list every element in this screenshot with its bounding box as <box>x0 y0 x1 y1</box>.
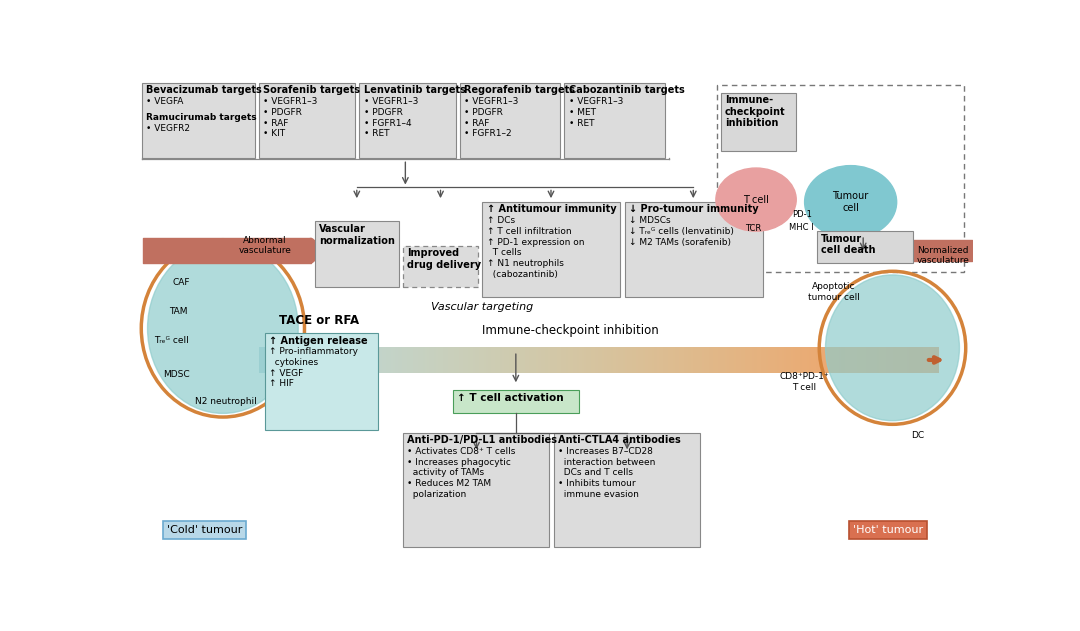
Text: • Reduces M2 TAM: • Reduces M2 TAM <box>407 479 491 488</box>
Text: ↑ T cell activation: ↑ T cell activation <box>457 392 564 403</box>
Text: • PDGFR: • PDGFR <box>464 108 503 117</box>
Text: • PDGFR: • PDGFR <box>364 108 403 117</box>
Text: • FGFR1–2: • FGFR1–2 <box>464 129 512 138</box>
Text: TAM: TAM <box>170 307 188 316</box>
FancyBboxPatch shape <box>717 85 963 273</box>
Text: • Increases phagocytic: • Increases phagocytic <box>407 457 511 467</box>
Text: • Activates CD8⁺ T cells: • Activates CD8⁺ T cells <box>407 447 515 456</box>
Text: • RAF: • RAF <box>264 119 288 127</box>
FancyBboxPatch shape <box>554 433 700 547</box>
Text: • KIT: • KIT <box>264 129 285 138</box>
Text: MHC I: MHC I <box>788 223 813 232</box>
FancyBboxPatch shape <box>460 83 561 158</box>
FancyBboxPatch shape <box>454 390 579 413</box>
Text: ↓ M2 TAMs (sorafenib): ↓ M2 TAMs (sorafenib) <box>629 238 731 247</box>
Text: Ramucirumab targets: Ramucirumab targets <box>146 113 257 122</box>
Text: Vascular
normalization: Vascular normalization <box>320 224 395 245</box>
Text: CAF: CAF <box>173 278 190 286</box>
FancyBboxPatch shape <box>721 93 796 151</box>
Text: TACE or RFA: TACE or RFA <box>279 314 360 327</box>
Text: ↓ Tᵣₑᴳ cells (lenvatinib): ↓ Tᵣₑᴳ cells (lenvatinib) <box>629 227 733 236</box>
Text: ↑ T cell infiltration: ↑ T cell infiltration <box>486 227 571 236</box>
Text: TCR: TCR <box>744 224 760 233</box>
Text: Regorafenib targets: Regorafenib targets <box>464 85 575 95</box>
Text: ↑ VEGF: ↑ VEGF <box>269 369 303 378</box>
Text: • RET: • RET <box>364 129 389 138</box>
Text: ↑ N1 neutrophils: ↑ N1 neutrophils <box>486 259 564 268</box>
FancyBboxPatch shape <box>360 83 456 158</box>
Text: MDSC: MDSC <box>163 370 190 379</box>
Text: Improved
drug delivery: Improved drug delivery <box>407 248 482 270</box>
Text: • VEGFR2: • VEGFR2 <box>146 124 190 133</box>
Text: ↑ DCs: ↑ DCs <box>486 216 515 225</box>
FancyBboxPatch shape <box>565 83 665 158</box>
Text: • Increases B7–CD28: • Increases B7–CD28 <box>557 447 652 456</box>
Text: • VEGFR1–3: • VEGFR1–3 <box>464 97 518 106</box>
Text: Tᵣₑᴳ cell: Tᵣₑᴳ cell <box>153 336 188 345</box>
Text: 'Cold' tumour: 'Cold' tumour <box>166 525 242 535</box>
Text: • VEGFR1–3: • VEGFR1–3 <box>568 97 623 106</box>
FancyBboxPatch shape <box>818 231 914 262</box>
Text: (cabozantinib): (cabozantinib) <box>486 269 557 279</box>
Text: • VEGFR1–3: • VEGFR1–3 <box>364 97 418 106</box>
FancyBboxPatch shape <box>483 202 620 297</box>
Text: interaction between: interaction between <box>557 457 656 467</box>
Text: activity of TAMs: activity of TAMs <box>407 468 484 478</box>
Text: ↑ PD-1 expression on: ↑ PD-1 expression on <box>486 238 584 247</box>
Text: ↑ Antitumour immunity: ↑ Antitumour immunity <box>486 204 617 215</box>
FancyBboxPatch shape <box>403 433 550 547</box>
Text: T cell: T cell <box>743 194 769 204</box>
Text: Vascular targeting: Vascular targeting <box>431 302 534 312</box>
Ellipse shape <box>716 168 796 231</box>
Text: Sorafenib targets: Sorafenib targets <box>264 85 360 95</box>
Text: ↑ Antigen release: ↑ Antigen release <box>269 336 367 346</box>
Text: • RAF: • RAF <box>464 119 489 127</box>
Text: • Inhibits tumour: • Inhibits tumour <box>557 479 635 488</box>
Text: ↓ MDSCs: ↓ MDSCs <box>629 216 671 225</box>
FancyBboxPatch shape <box>141 83 255 158</box>
Text: Lenvatinib targets: Lenvatinib targets <box>364 85 465 95</box>
FancyBboxPatch shape <box>624 202 762 297</box>
Text: Immune-checkpoint inhibition: Immune-checkpoint inhibition <box>482 324 659 336</box>
Ellipse shape <box>148 244 298 413</box>
Text: immune evasion: immune evasion <box>557 490 638 498</box>
Text: Anti-PD-1/PD-L1 antibodies: Anti-PD-1/PD-L1 antibodies <box>407 435 557 445</box>
Text: polarization: polarization <box>407 490 467 498</box>
Text: DCs and T cells: DCs and T cells <box>557 468 633 478</box>
Text: Apoptotic
tumour cell: Apoptotic tumour cell <box>808 282 860 302</box>
Text: Cabozantinib targets: Cabozantinib targets <box>568 85 685 95</box>
Text: CD8⁺PD-1⁺
T cell: CD8⁺PD-1⁺ T cell <box>780 372 829 391</box>
Text: DC: DC <box>912 431 924 440</box>
Text: 'Hot' tumour: 'Hot' tumour <box>853 525 923 535</box>
Text: Bevacizumab targets: Bevacizumab targets <box>146 85 261 95</box>
Text: Normalized
vasculature: Normalized vasculature <box>916 246 969 265</box>
Text: • VEGFA: • VEGFA <box>146 97 184 106</box>
Text: PD-1: PD-1 <box>792 209 812 219</box>
Text: • FGFR1–4: • FGFR1–4 <box>364 119 411 127</box>
Text: Tumour
cell death: Tumour cell death <box>821 233 876 255</box>
Ellipse shape <box>825 275 959 421</box>
Text: ↓ Pro-tumour immunity: ↓ Pro-tumour immunity <box>629 204 758 215</box>
Text: • RET: • RET <box>568 119 594 127</box>
Ellipse shape <box>805 165 896 239</box>
Text: ↑ Pro-inflammatory: ↑ Pro-inflammatory <box>269 348 357 357</box>
FancyBboxPatch shape <box>265 333 378 430</box>
Text: • PDGFR: • PDGFR <box>264 108 302 117</box>
Text: cytokines: cytokines <box>269 358 318 367</box>
Text: N2 neutrophil: N2 neutrophil <box>194 397 256 406</box>
Text: • VEGFR1–3: • VEGFR1–3 <box>264 97 318 106</box>
Text: Tumour
cell: Tumour cell <box>833 191 868 213</box>
FancyBboxPatch shape <box>403 245 478 287</box>
Text: Immune-
checkpoint
inhibition: Immune- checkpoint inhibition <box>725 95 786 128</box>
FancyBboxPatch shape <box>315 221 399 287</box>
Text: • MET: • MET <box>568 108 595 117</box>
Text: Anti-CTLA4 antibodies: Anti-CTLA4 antibodies <box>557 435 680 445</box>
Ellipse shape <box>305 239 318 262</box>
Text: ↑ HIF: ↑ HIF <box>269 379 294 389</box>
FancyBboxPatch shape <box>259 83 355 158</box>
Text: Abnormal
vasculature: Abnormal vasculature <box>239 236 292 256</box>
Text: T cells: T cells <box>486 249 521 257</box>
